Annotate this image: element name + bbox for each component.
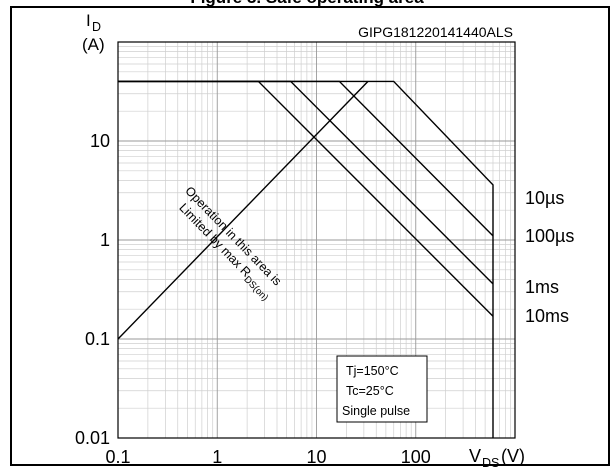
y-tick-label: 0.1 (85, 329, 110, 349)
rds-note-line1: Operation in this area is (182, 184, 284, 289)
x-axis-symbol: V (469, 446, 481, 466)
x-tick-label: 0.1 (105, 447, 130, 467)
figure-title-fragment: Figure 3. Safe operating area (0, 0, 614, 8)
plot-border (117, 41, 516, 439)
rds-limit-note: Operation in this area is Limited by max… (176, 184, 284, 304)
curve-label-10us: 10µs (525, 188, 564, 208)
y-tick-label: 1 (100, 230, 110, 250)
conditions-box: Tj=150°C Tc=25°C Single pulse (336, 355, 428, 423)
x-axis-unit: (V) (501, 446, 525, 466)
conditions-box-border (336, 355, 428, 423)
y-axis-unit: (A) (82, 35, 105, 54)
x-tick-label: 10 (306, 447, 326, 467)
series-line-1ms (118, 80, 494, 285)
x-axis-subscript: DS (482, 456, 499, 470)
series-line-100us (118, 80, 494, 237)
y-tick-label: 10 (90, 131, 110, 151)
y-axis-label: I D (A) (82, 11, 105, 54)
series-line-rds-limit (117, 80, 369, 340)
y-axis-symbol: I (86, 11, 91, 30)
chart-frame (10, 6, 610, 466)
y-tick-label: 0.01 (75, 428, 110, 448)
series-layer (117, 80, 494, 438)
condition-pulse: Single pulse (342, 404, 410, 418)
x-tick-label: 1 (212, 447, 222, 467)
x-axis-label: V DS (V) (469, 446, 525, 470)
curve-label-10ms: 10ms (525, 306, 569, 326)
x-tick-label: 100 (401, 447, 431, 467)
series-line-10ms (118, 80, 494, 317)
y-axis-subscript: D (92, 20, 101, 34)
curve-label-1ms: 1ms (525, 277, 559, 297)
condition-tj: Tj=150°C (346, 364, 399, 378)
curve-label-100us: 100µs (525, 226, 574, 246)
curve-labels: 10µs 100µs 1ms 10ms (525, 188, 574, 326)
condition-tc: Tc=25°C (346, 384, 394, 398)
chart-code: GIPG181220141440ALS (358, 24, 513, 40)
